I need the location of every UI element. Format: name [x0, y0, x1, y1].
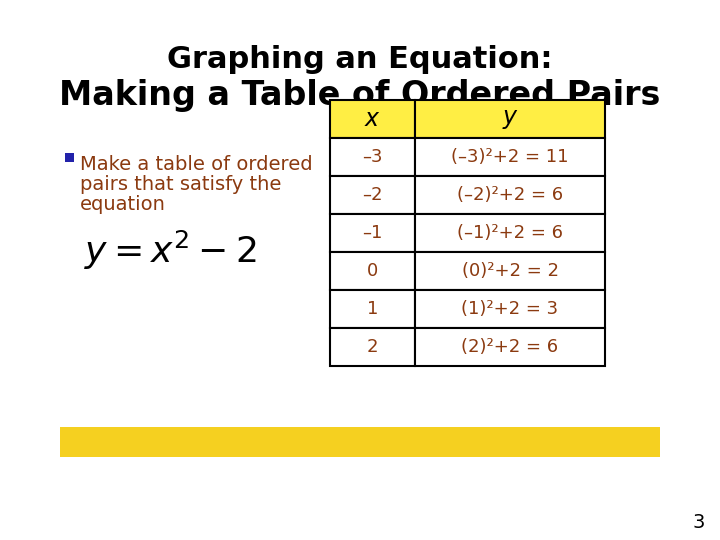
Bar [415, 252, 605, 290]
Bar [60, 427, 660, 457]
Bar [330, 214, 415, 252]
Text: $\mathit{x}$: $\mathit{x}$ [364, 107, 381, 131]
Text: (–2)²+2 = 6: (–2)²+2 = 6 [457, 186, 563, 204]
Text: –3: –3 [362, 148, 383, 166]
Text: –2: –2 [362, 186, 383, 204]
Bar [415, 214, 605, 252]
Bar [415, 176, 605, 214]
Bar [415, 328, 605, 366]
Text: –1: –1 [362, 224, 383, 242]
Text: 3: 3 [693, 513, 705, 532]
Bar [330, 328, 415, 366]
Text: (0)²+2 = 2: (0)²+2 = 2 [462, 262, 559, 280]
Text: Graphing an Equation:: Graphing an Equation: [167, 45, 553, 75]
Text: 2: 2 [366, 338, 378, 356]
Text: (–3)²+2 = 11: (–3)²+2 = 11 [451, 148, 569, 166]
Text: pairs that satisfy the: pairs that satisfy the [80, 175, 282, 194]
Text: 1: 1 [366, 300, 378, 318]
Bar [330, 100, 415, 138]
Text: $\mathit{y} = \mathit{x}^{2} - 2$: $\mathit{y} = \mathit{x}^{2} - 2$ [84, 228, 256, 272]
Text: (2)²+2 = 6: (2)²+2 = 6 [462, 338, 559, 356]
Bar [330, 138, 415, 176]
Text: Make a table of ordered: Make a table of ordered [80, 155, 312, 174]
Text: equation: equation [80, 195, 166, 214]
Bar [415, 100, 605, 138]
Bar [330, 290, 415, 328]
Text: (–1)²+2 = 6: (–1)²+2 = 6 [457, 224, 563, 242]
Text: (1)²+2 = 3: (1)²+2 = 3 [462, 300, 559, 318]
Text: 0: 0 [367, 262, 378, 280]
Bar [330, 176, 415, 214]
Text: $\mathit{y}$: $\mathit{y}$ [502, 107, 518, 131]
Text: Making a Table of Ordered Pairs: Making a Table of Ordered Pairs [59, 78, 661, 111]
Bar [415, 290, 605, 328]
Bar [415, 138, 605, 176]
Bar [65, 153, 74, 162]
Bar [330, 252, 415, 290]
